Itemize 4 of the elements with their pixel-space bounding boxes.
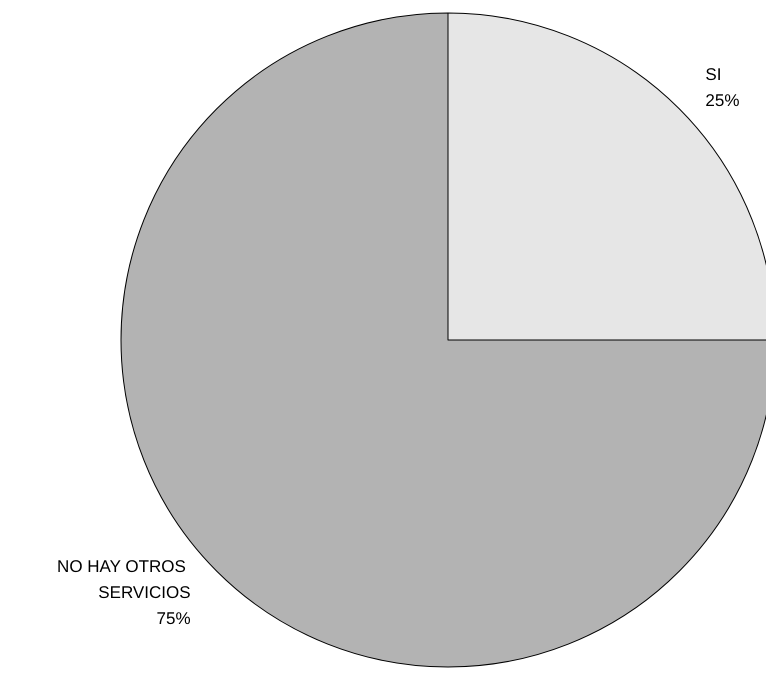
data-label: 75%	[156, 608, 191, 628]
slice-label: NO HAY OTROS SERVICIOS	[57, 556, 191, 602]
data-label: 25%	[705, 91, 740, 110]
slice-label: SI	[705, 65, 722, 84]
